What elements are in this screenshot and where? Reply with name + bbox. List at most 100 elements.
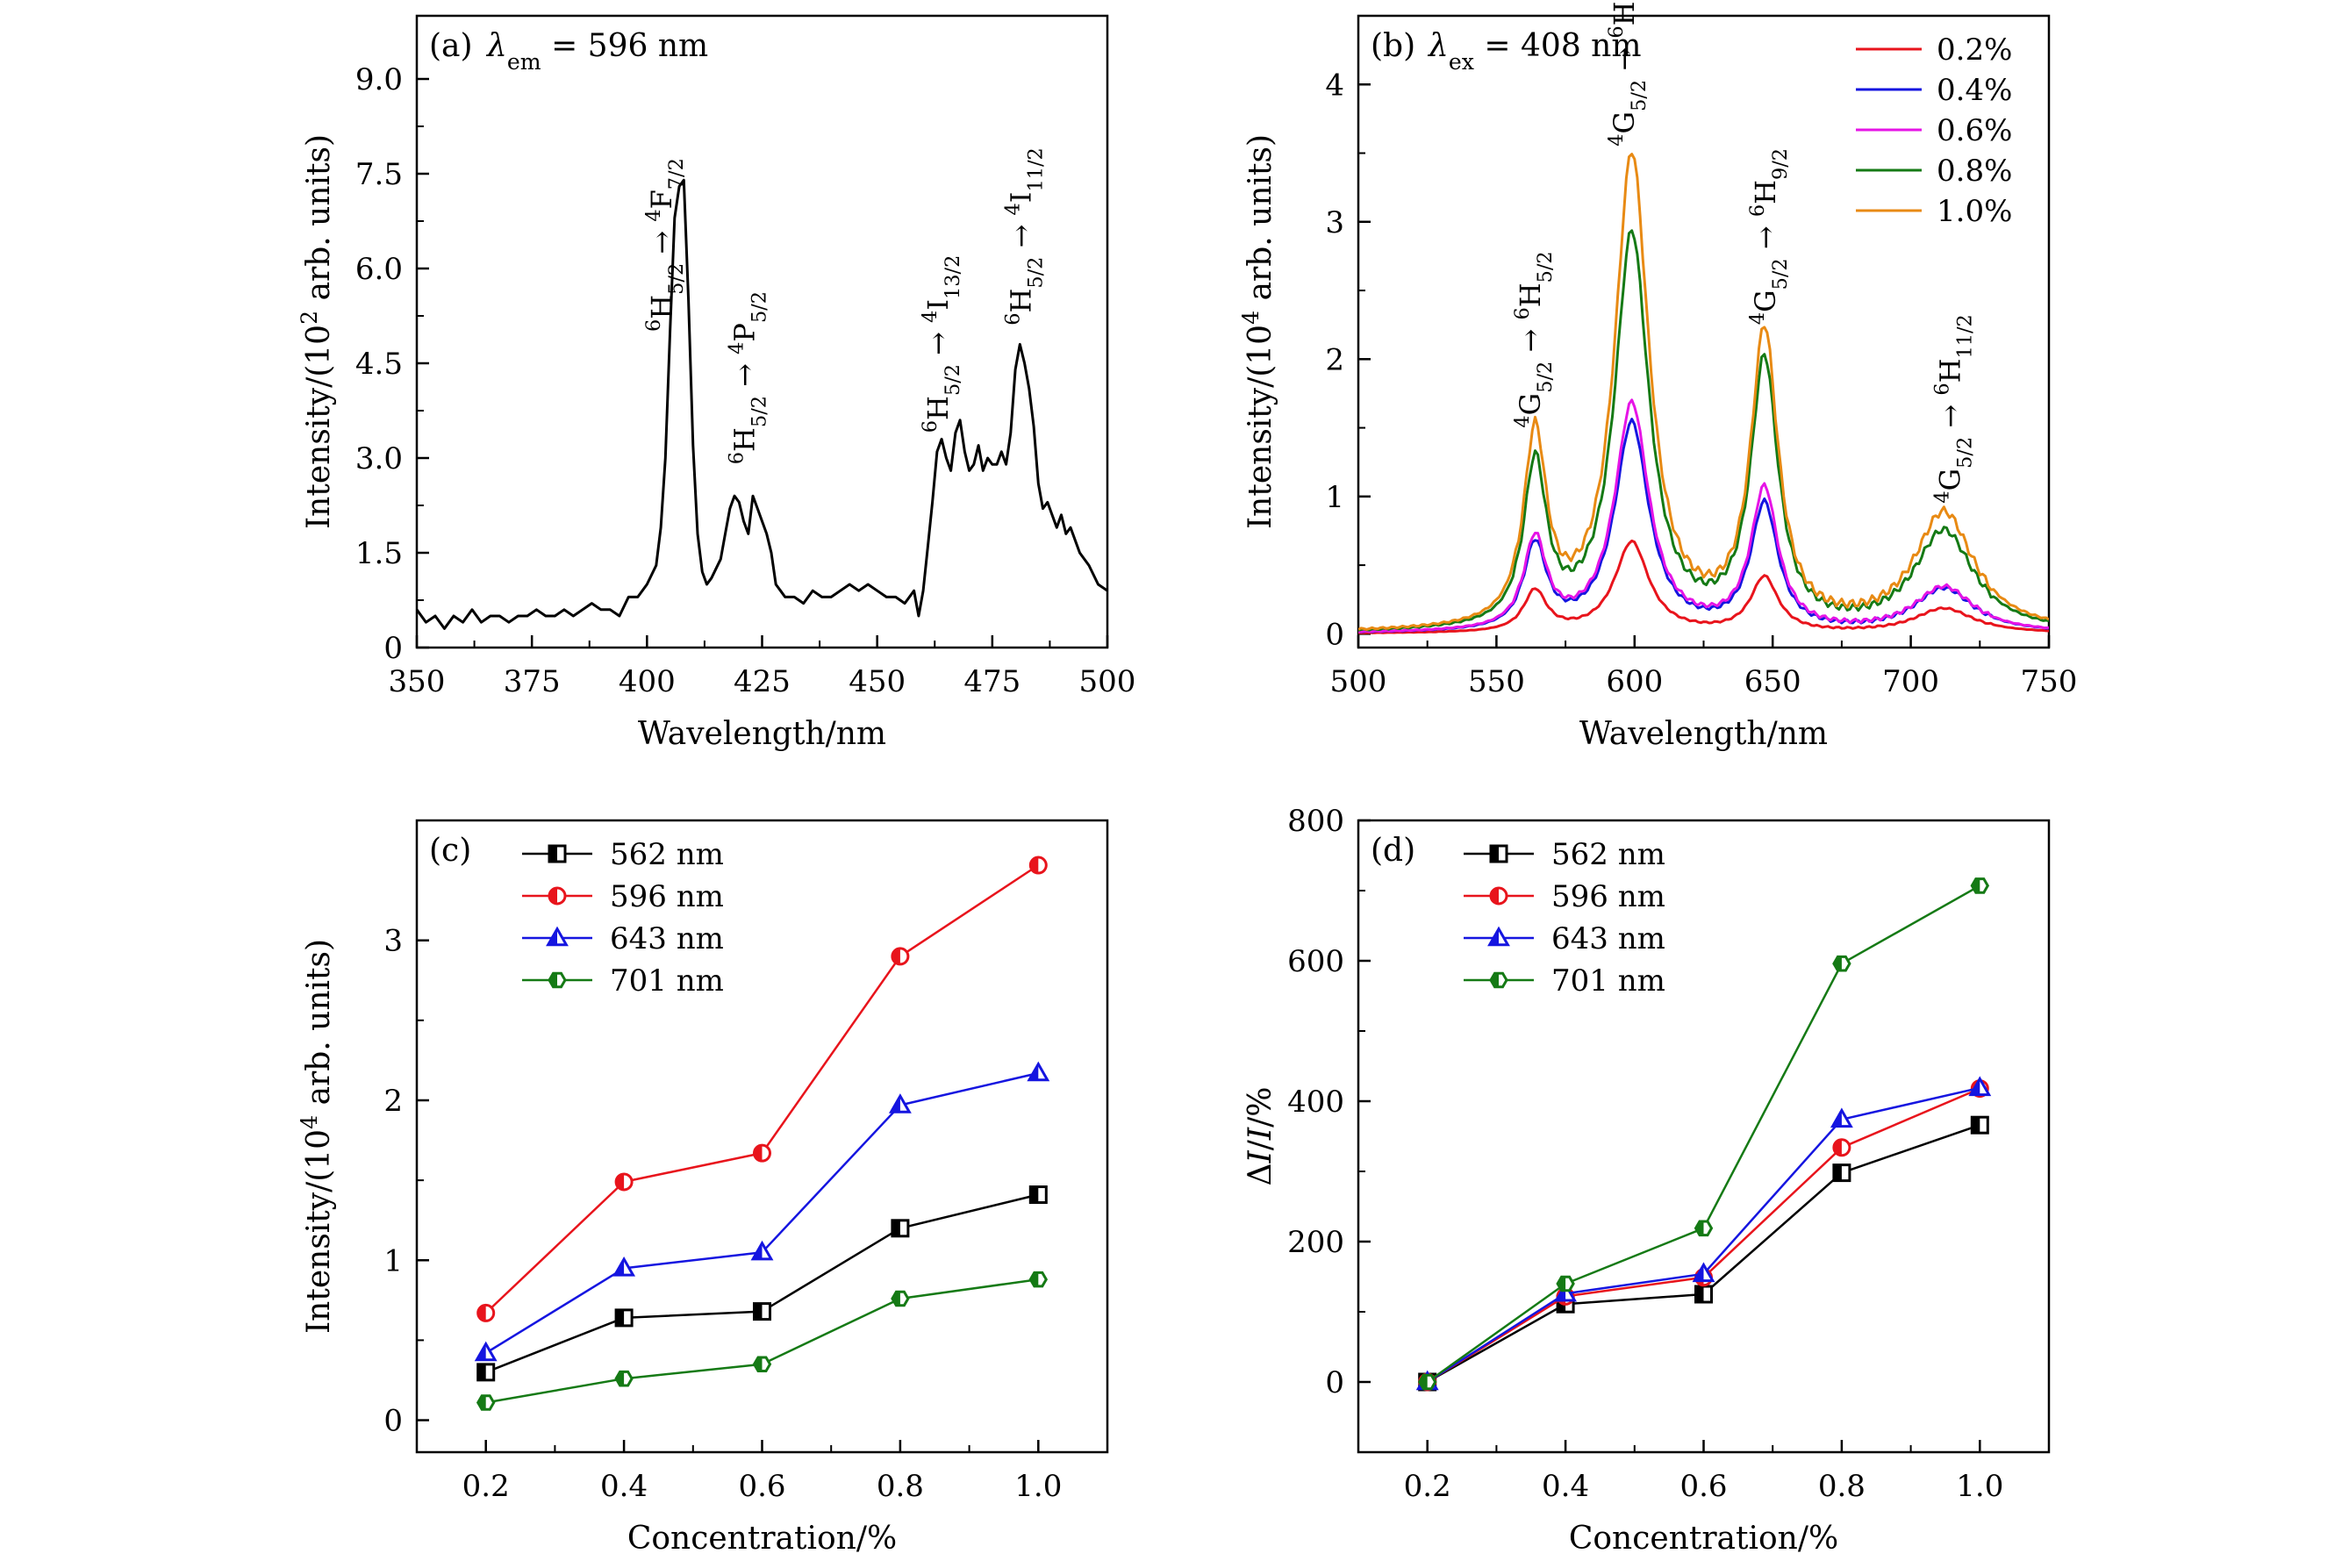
plot-area <box>1358 153 2049 634</box>
x-tick-label: 0.8 <box>1818 1469 1866 1504</box>
series-line-562nm <box>485 1193 1039 1374</box>
series-line-08 <box>1358 229 2049 632</box>
x-axis-label: Wavelength/nm <box>1579 716 1828 752</box>
x-tick-label: 550 <box>1468 664 1525 699</box>
series-line-06 <box>1358 398 2049 634</box>
panel-d: 0.2 0.4 0.6 0.8 1.0 0 200 400 600 800 Concentratio… <box>1243 804 2051 1557</box>
legend-label: 1.0% <box>1937 194 2012 229</box>
x-tick-label: 0.8 <box>877 1469 924 1504</box>
x-axis: 0.2 0.4 0.6 0.8 1.0 <box>462 1440 1062 1504</box>
legend-label: 562 nm <box>610 837 724 872</box>
x-tick-label: 0.4 <box>600 1469 648 1504</box>
plot-area <box>474 856 1050 1411</box>
transition-label: 6H5/2 → 4I11/2 <box>1001 147 1047 326</box>
legend-label: 701 nm <box>1551 963 1665 999</box>
legend-label: 562 nm <box>1551 837 1665 872</box>
x-axis: 0.2 0.4 0.6 0.8 1.0 <box>1404 1440 2003 1504</box>
panel-label: (b) <box>1371 28 1415 64</box>
series-line-spectrum <box>417 178 1107 630</box>
excitation-condition: λex = 408 nm <box>1427 28 1641 75</box>
x-tick-label: 0.6 <box>1679 1469 1727 1504</box>
x-tick-label: 450 <box>849 664 906 699</box>
panel-c: 0.2 0.4 0.6 0.8 1.0 0 1 2 3 Concentration/% Intens… <box>297 819 1109 1557</box>
y-tick-label: 3 <box>383 924 403 959</box>
x-axis-label: Concentration/% <box>627 1521 897 1557</box>
x-tick-label: 0.4 <box>1542 1469 1589 1504</box>
x-tick-label: 700 <box>1882 664 1939 699</box>
x-tick-label: 650 <box>1744 664 1801 699</box>
y-tick-label: 6.0 <box>355 252 403 287</box>
x-tick-label: 0.2 <box>462 1469 510 1504</box>
x-axis: 500 550 600 650 700 750 <box>1330 635 2078 699</box>
plot-area <box>417 178 1107 630</box>
y-tick-label: 3 <box>1325 205 1344 240</box>
panel-a: 350 375 400 425 450 475 500 0 1.5 3.0 4.5 6.0 7.5 9.0… <box>297 14 1136 752</box>
y-tick-label: 0 <box>383 631 403 666</box>
y-tick-label: 0 <box>1325 617 1344 652</box>
legend-label: 596 nm <box>610 879 724 914</box>
x-axis-label: Wavelength/nm <box>638 716 886 752</box>
x-axis: 350 375 400 425 450 475 500 <box>389 635 1136 699</box>
y-tick-label: 7.5 <box>355 157 403 192</box>
y-tick-label: 1.5 <box>355 536 403 571</box>
y-axis: 0 1 2 3 <box>383 924 429 1439</box>
transition-label: 4G5/2 → 6H7/2 <box>1605 0 1651 147</box>
transition-label: 6H5/2 → 4F7/2 <box>642 158 688 332</box>
series-line-10 <box>1358 153 2049 631</box>
y-axis: 0 200 400 600 800 <box>1287 804 1371 1400</box>
y-tick-label: 3.0 <box>355 441 403 476</box>
x-tick-label: 0.2 <box>1404 1469 1451 1504</box>
x-tick-label: 1.0 <box>1956 1469 2003 1504</box>
transition-label: 4G5/2 → 6H5/2 <box>1511 251 1557 427</box>
legend: 0.2% 0.4% 0.6% 0.8% 1.0% <box>1856 32 2012 229</box>
y-axis-label: Intensity/(104 arb. units) <box>1238 134 1279 529</box>
series-line-701nm <box>485 1278 1039 1404</box>
y-axis: 0 1.5 3.0 4.5 6.0 7.5 9.0 <box>355 62 429 666</box>
panel-label: (c) <box>429 833 471 869</box>
series-line-04 <box>1358 418 2049 634</box>
y-tick-label: 0 <box>383 1404 403 1439</box>
panel-label: (d) <box>1371 833 1415 869</box>
legend-label: 0.8% <box>1937 154 2012 189</box>
y-tick-label: 4.5 <box>355 347 403 382</box>
x-tick-label: 350 <box>389 664 446 699</box>
y-axis-label: Intensity/(104 arb. units) <box>297 939 338 1334</box>
y-axis-label: Intensity/(102 arb. units) <box>297 134 338 529</box>
x-tick-label: 375 <box>504 664 561 699</box>
y-tick-label: 2 <box>1325 342 1344 377</box>
legend: 562 nm 596 nm 643 nm 701 nm <box>522 837 724 999</box>
legend: 562 nm 596 nm 643 nm 701 nm <box>1464 837 1665 999</box>
panel-label: (a) <box>429 28 473 64</box>
x-tick-label: 750 <box>2021 664 2078 699</box>
x-tick-label: 475 <box>963 664 1021 699</box>
y-tick-label: 1 <box>1325 480 1344 515</box>
x-tick-label: 500 <box>1079 664 1136 699</box>
y-tick-label: 800 <box>1287 804 1344 839</box>
y-tick-label: 600 <box>1287 944 1344 979</box>
x-tick-label: 425 <box>734 664 791 699</box>
transition-label: 4G5/2 → 6H9/2 <box>1746 148 1792 325</box>
legend-label: 0.6% <box>1937 113 2012 148</box>
legend-label: 701 nm <box>610 963 724 999</box>
legend-label: 596 nm <box>1551 879 1665 914</box>
legend-label: 0.2% <box>1937 32 2012 68</box>
y-tick-label: 0 <box>1325 1365 1344 1400</box>
legend-label: 0.4% <box>1937 73 2012 108</box>
series-line-02 <box>1358 539 2049 634</box>
x-axis-label: Concentration/% <box>1569 1521 1838 1557</box>
x-tick-label: 400 <box>619 664 676 699</box>
y-tick-label: 9.0 <box>355 62 403 97</box>
x-tick-label: 500 <box>1330 664 1387 699</box>
y-tick-label: 200 <box>1287 1225 1344 1260</box>
excitation-condition: λem = 596 nm <box>485 28 708 75</box>
y-axis-label: ΔI/I/% <box>1243 1087 1278 1186</box>
y-tick-label: 2 <box>383 1084 403 1119</box>
y-tick-label: 400 <box>1287 1085 1344 1120</box>
series-line-701nm <box>1426 884 1980 1384</box>
y-axis: 0 1 2 3 4 <box>1325 68 1371 652</box>
panel-b: 500 550 600 650 700 750 0 1 2 3 4 Wavelength/nm Inte… <box>1238 0 2078 752</box>
y-tick-label: 1 <box>383 1243 403 1278</box>
legend-label: 643 nm <box>610 921 724 956</box>
plot-frame <box>1357 14 2051 649</box>
